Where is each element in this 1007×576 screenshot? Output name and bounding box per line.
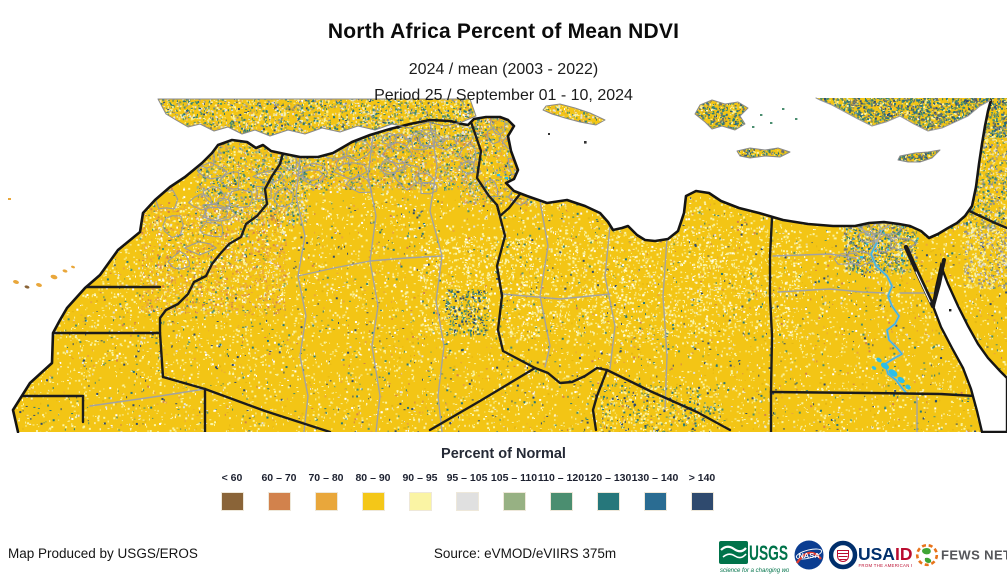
usaid-stripes-icon [838,552,848,561]
legend-item: < 60 [208,472,256,511]
legend-item-label: 80 – 90 [355,472,391,484]
nasa-orbit-icon [795,548,823,560]
legend-item: 110 – 120 [537,472,585,511]
legend-item: 120 – 130 [584,472,632,511]
legend-item-label: 95 – 105 [446,472,488,484]
legend-item-label: 60 – 70 [261,472,297,484]
usaid-wordmark: USAID [858,544,912,564]
subtitle-period-comparison: 2024 / mean (2003 - 2022) [408,61,599,78]
legend-item-swatch [502,492,526,511]
usgs-wave2-icon [722,553,747,559]
legend-item-swatch [596,492,620,511]
logo-row: USGS science for a changing world NASA U… [719,534,1007,576]
legend: Percent of Normal < 60 60 – 70 70 – 80 80 –… [0,444,1007,534]
legend-item-swatch [643,492,667,511]
usgs-tagline: science for a changing world [720,568,789,574]
usaid-wordmark-id: ID [895,544,912,564]
page-title: North Africa Percent of Mean NDVI [327,20,680,43]
legend-item: 80 – 90 [349,472,397,511]
legend-item-label: 120 – 130 [584,472,632,484]
legend-item: 70 – 80 [302,472,350,511]
nasa-logo-icon: NASA [794,540,824,570]
nasa-swoosh-icon [796,551,822,564]
legend-item-swatch [549,492,573,511]
legend-item-swatch [455,492,479,511]
legend-item: 95 – 105 [443,472,491,511]
nasa-wordmark: NASA [798,551,820,560]
fewsnet-wordmark: FEWS NET [941,548,1007,563]
legend-item-label: 130 – 140 [631,472,679,484]
legend-item-swatch [690,492,714,511]
produced-by-text: Map Produced by USGS/EROS [8,546,198,561]
usaid-tagline: FROM THE AMERICAN PEOPLE [859,563,913,568]
legend-item-label: 110 – 120 [537,472,585,484]
nasa-circle-icon [794,540,824,570]
legend-item-label: 105 – 110 [490,472,538,484]
legend-item-swatch [314,492,338,511]
legend-item-label: < 60 [221,472,243,484]
fewsnet-logo-icon: FEWS NET [915,543,1007,567]
legend-item-label: 90 – 95 [402,472,438,484]
source-text: Source: eVMOD/eVIIRS 375m [433,546,617,561]
usaid-wordmark-usa: USA [858,544,895,564]
legend-item-swatch [267,492,291,511]
legend-title: Percent of Normal [441,446,566,462]
usaid-logo-icon: USAID FROM THE AMERICAN PEOPLE [829,540,913,570]
legend-item-swatch [361,492,385,511]
usgs-wordmark: USGS [749,542,788,565]
legend-item-label: 70 – 80 [308,472,344,484]
fewsnet-globe-ring-icon [915,543,939,567]
legend-item: > 140 [678,472,726,511]
legend-item-swatch [408,492,432,511]
usgs-icon-box [719,541,748,564]
legend-item: 60 – 70 [255,472,303,511]
fewsnet-globe-land-icon [922,548,932,563]
usgs-wave-icon [720,545,747,553]
legend-item-swatch [220,492,244,511]
legend-item: 105 – 110 [490,472,538,511]
legend-item: 130 – 140 [631,472,679,511]
usgs-logo-icon: USGS science for a changing world [719,541,789,574]
legend-item: 90 – 95 [396,472,444,511]
legend-item-label: > 140 [688,472,716,484]
ndvi-map-image [0,96,1007,433]
